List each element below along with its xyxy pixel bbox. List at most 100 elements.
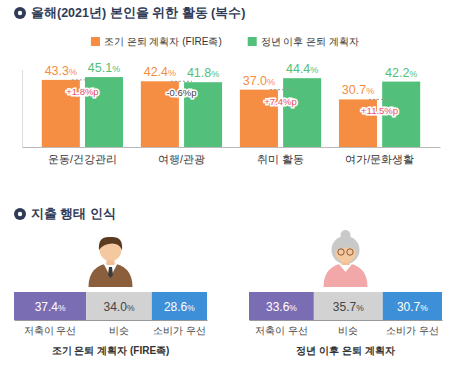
annotation: +7.4%p (264, 96, 297, 107)
label-unit: % (310, 65, 318, 75)
annotation-connector (72, 79, 93, 80)
label-unit: % (289, 303, 297, 313)
label-unit: % (366, 86, 374, 96)
data-label: 44.4% (286, 62, 318, 76)
chart-root: 올해(2021년) 본인을 위한 활동 (복수) 조기 은퇴 계획자 (FIRE족… (0, 0, 450, 366)
label-number: 35.7 (333, 300, 357, 314)
legend-label: 정년 이후 은퇴 계획자 (261, 36, 359, 47)
label-unit: % (409, 69, 417, 79)
label-unit: % (211, 69, 219, 79)
data-labels: 43.3%42.4%37.0%30.7%45.1%41.8%44.4%42.2% (45, 61, 418, 97)
icon-shirt (104, 264, 118, 278)
section-title: 올해(2021년) 본인을 위한 활동 (복수) (14, 6, 245, 20)
icon-tie (108, 267, 113, 278)
label-number: 37.4 (35, 300, 59, 314)
annotation: +1.8%p (66, 86, 99, 97)
data-label: 42.4% (144, 65, 176, 79)
annotation: +11.5%p (361, 105, 398, 116)
chart-title: 올해(2021년) 본인을 위한 활동 (복수) (31, 6, 245, 20)
legend-label: 저축이 우선 (255, 325, 308, 336)
icon-body (324, 263, 368, 287)
tick: 운동/건강관리 (48, 153, 117, 165)
data-label: 28.6% (164, 300, 195, 314)
legend-label: 비슷 (109, 325, 129, 336)
label-number: 30.7 (342, 83, 366, 97)
bar-segment (86, 292, 152, 320)
icon-glasses (347, 249, 353, 255)
bar-segment (249, 292, 314, 320)
axis-line (22, 70, 23, 148)
segment-labels: 37.4%저축이 우선34.0%비슷28.6%소비가 우선 (24, 300, 206, 336)
annotation: -0.6%p (166, 87, 196, 98)
annotations: +1.8%p -0.6%p +7.4%p +11.5%p (66, 80, 398, 117)
x-axis: 운동/건강관리 여행/관광 취미 활동 여가/문화생활 (23, 148, 441, 166)
section-title: 지출 행태 인식 (14, 207, 116, 221)
label-number: 41.8 (187, 66, 211, 80)
icon-glasses (338, 249, 344, 255)
bars (14, 292, 207, 320)
data-label: 42.2% (385, 66, 417, 80)
label-number: 43.3 (45, 64, 69, 78)
icon-fringe (335, 240, 357, 251)
label-unit: % (127, 303, 135, 313)
icon-hair (99, 237, 122, 250)
label-unit: % (267, 77, 275, 87)
label-unit: % (168, 68, 176, 78)
legend-label: 소비가 우선 (386, 325, 439, 336)
x-axis (250, 320, 443, 321)
data-label: 37.4% (35, 300, 66, 314)
data-label: 30.7% (397, 300, 428, 314)
legend-swatch (91, 37, 100, 46)
title-bullet (14, 208, 26, 220)
category-label: 조기 은퇴 계획자 (FIRE족) (52, 345, 170, 356)
data-label: 35.7% (333, 300, 364, 314)
icon-body (89, 263, 133, 287)
title-bullet (14, 7, 26, 19)
annotation-connector (171, 81, 192, 82)
legend: 조기 은퇴 계획자 (FIRE족)정년 이후 은퇴 계획자 (91, 36, 359, 47)
tick-label: 여가/문화생활 (345, 153, 414, 165)
bars (249, 292, 442, 320)
label-number: 37.0 (243, 74, 267, 88)
data-label: 45.1% (88, 61, 120, 75)
tick: 여행/관광 (158, 153, 205, 165)
data-label: 37.0% (243, 74, 275, 88)
title-bullet-dot (18, 212, 22, 216)
person-icon (324, 230, 368, 287)
bars (42, 77, 420, 147)
label-number: 45.1 (88, 61, 112, 75)
legend-label: 소비가 우선 (153, 325, 206, 336)
data-label: 43.3% (45, 64, 77, 78)
person-icon (89, 237, 133, 287)
label-unit: % (187, 303, 195, 313)
label-unit: % (420, 303, 428, 313)
label-number: 44.4 (286, 62, 310, 76)
x-axis (15, 320, 208, 321)
segment-labels: 33.6%저축이 우선35.7%비슷30.7%소비가 우선 (255, 300, 439, 336)
legend-swatch (248, 37, 257, 46)
tick-label: 운동/건강관리 (48, 153, 117, 165)
axis-line (250, 320, 443, 321)
annotation-connector (369, 99, 390, 100)
label-number: 30.7 (397, 300, 421, 314)
data-label: 30.7% (342, 83, 374, 97)
tick-label: 취미 활동 (257, 153, 304, 165)
tick: 여가/문화생활 (345, 153, 414, 165)
legend-label: 저축이 우선 (24, 325, 77, 336)
label-unit: % (112, 64, 120, 74)
icon-bun (341, 230, 351, 240)
tick: 취미 활동 (257, 153, 304, 165)
label-number: 42.2 (385, 66, 409, 80)
chart-svg: 올해(2021년) 본인을 위한 활동 (복수) 조기 은퇴 계획자 (FIRE족… (0, 0, 450, 366)
icon-hair-back (332, 236, 360, 264)
axis-line (15, 320, 208, 321)
bar-segment (314, 292, 383, 320)
title-bullet-dot (18, 11, 22, 15)
y-axis (22, 70, 23, 148)
category-label: 정년 이후 은퇴 계획자 (296, 345, 394, 356)
label-number: 28.6 (164, 300, 188, 314)
chart-title: 지출 행태 인식 (31, 207, 116, 221)
data-label: 41.8% (187, 66, 219, 80)
label-number: 42.4 (144, 65, 168, 79)
annotation-connector (270, 89, 291, 90)
